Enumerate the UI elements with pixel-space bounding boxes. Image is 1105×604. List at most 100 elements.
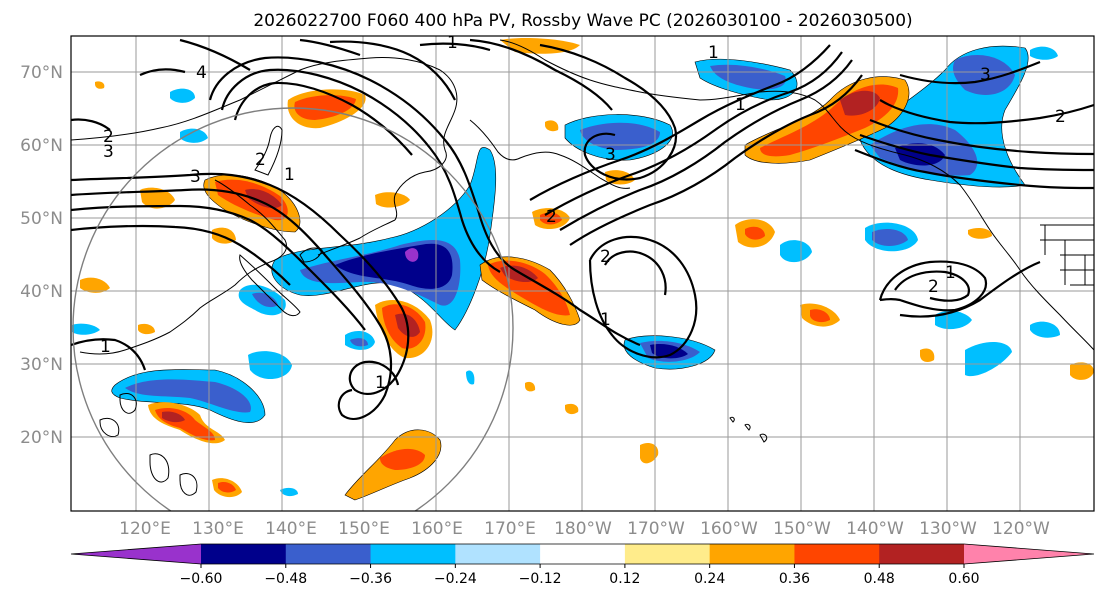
positive-anomaly-region <box>810 309 830 323</box>
positive-anomaly-region <box>375 192 410 208</box>
negative-anomaly-region <box>1030 321 1060 338</box>
lat-label: 60°N <box>20 136 63 156</box>
graticule <box>71 36 1094 511</box>
contour-label: 3 <box>190 167 201 187</box>
figure-title: 2026022700 F060 400 hPa PV, Rossby Wave … <box>253 11 912 31</box>
contour-label: 1 <box>600 310 611 330</box>
lon-label: 180°W <box>554 519 612 539</box>
colorbar-segment <box>709 544 795 564</box>
lat-label: 40°N <box>20 282 63 302</box>
colorbar: −0.60 −0.48 −0.36 −0.24 −0.12 0.12 0.24 0.36 0.4… <box>70 543 1095 587</box>
map-frame <box>70 35 1095 512</box>
lat-label: 50°N <box>20 209 63 229</box>
negative-anomaly-region <box>180 128 208 143</box>
colorbar-segment <box>201 544 287 564</box>
negative-anomaly-region <box>72 323 100 335</box>
colorbar-segment <box>370 544 456 564</box>
lon-label: 140°W <box>846 519 904 539</box>
lon-label: 170°W <box>627 519 685 539</box>
lon-label: 130°W <box>919 519 977 539</box>
contour-label: 1 <box>447 33 458 53</box>
negative-anomaly-region <box>252 292 278 308</box>
latitude-labels: 20°N 30°N 40°N 50°N 60°N 70°N <box>20 63 63 448</box>
reference-circle <box>72 107 514 511</box>
colorbar-segment <box>285 544 372 564</box>
positive-anomaly-region <box>380 448 425 470</box>
contour-label: 1 <box>708 43 719 63</box>
negative-anomaly-region <box>872 228 908 246</box>
colorbar-segment <box>455 544 541 564</box>
lon-label: 130°E <box>192 519 244 539</box>
colorbar-segment <box>540 544 626 564</box>
lat-label: 70°N <box>20 63 63 83</box>
negative-anomaly-region <box>466 370 475 385</box>
contour-label: 3 <box>103 142 114 162</box>
lon-label: 140°E <box>265 519 317 539</box>
colorbar-extend-min <box>71 544 201 564</box>
positive-anomaly-region <box>138 323 155 335</box>
negative-anomaly-region <box>780 240 812 263</box>
colorbar-tick-label: −0.12 <box>519 571 562 587</box>
negative-anomaly-region <box>125 379 251 413</box>
lon-label: 120°E <box>119 519 171 539</box>
negative-anomaly-region <box>335 243 453 289</box>
lon-label: 150°W <box>773 519 831 539</box>
longitude-labels: 120°E 130°E 140°E 150°E 160°E 170°E 180°… <box>119 519 1050 539</box>
colorbar-tick-label: −0.24 <box>434 571 477 587</box>
negative-anomaly-region <box>710 64 786 90</box>
negative-anomaly-region <box>170 88 195 103</box>
lon-label: 160°E <box>411 519 463 539</box>
negative-anomaly-region <box>1030 46 1058 60</box>
lat-label: 20°N <box>20 428 63 448</box>
negative-anomaly-region <box>953 55 1015 95</box>
contour-label: 2 <box>1055 107 1066 127</box>
contour-label: 2 <box>103 127 114 147</box>
colorbar-tick-label: 0.12 <box>609 571 640 587</box>
negative-anomaly-region <box>248 351 292 380</box>
positive-anomaly-region <box>245 189 282 209</box>
negative-anomaly-region <box>405 248 419 262</box>
colorbar-segment <box>624 544 711 564</box>
colorbar-segment <box>879 544 965 564</box>
positive-anomaly-region <box>640 443 659 464</box>
colorbar-tick-label: −0.36 <box>349 571 392 587</box>
contour-label: 1 <box>735 95 746 115</box>
contour-label: 1 <box>100 337 111 357</box>
contour-label: 2 <box>928 277 939 297</box>
negative-anomaly-region <box>965 341 1012 377</box>
contour-label: 3 <box>605 145 616 165</box>
positive-anomaly-region <box>920 348 935 363</box>
positive-anomaly-region <box>80 277 110 293</box>
positive-anomaly-region <box>545 120 559 132</box>
negative-anomaly-region <box>580 122 660 150</box>
positive-anomaly-region <box>840 90 880 116</box>
contour-labels: 1 1 1 1 1 1 1 1 2 2 2 2 2 2 3 3 3 3 4 <box>100 33 1066 393</box>
negative-anomaly-region <box>650 344 688 359</box>
colorbar-tick-label: 0.36 <box>779 571 810 587</box>
pv-contours <box>71 38 1094 421</box>
contour-label: 2 <box>546 207 557 227</box>
colorbar-tick-label: −0.60 <box>180 571 223 587</box>
positive-anomaly-region <box>525 381 536 392</box>
lon-label: 170°E <box>484 519 536 539</box>
contour-label: 2 <box>255 150 266 170</box>
positive-anomaly-region <box>218 481 236 493</box>
contour-label: 4 <box>196 63 207 83</box>
positive-anomaly-region <box>95 81 105 89</box>
colorbar-segment <box>794 544 880 564</box>
negative-anomaly-region <box>935 310 972 330</box>
contour-label: 3 <box>980 65 991 85</box>
positive-anomaly-region <box>565 403 579 415</box>
positive-anomaly-region <box>162 411 185 423</box>
positive-anomaly-region <box>968 228 992 239</box>
negative-anomaly-region <box>280 487 298 497</box>
map-plot-area: 1 1 1 1 1 1 1 1 2 2 2 2 2 2 3 3 3 3 4 <box>71 33 1094 511</box>
positive-anomaly-region <box>745 226 765 240</box>
colorbar-extend-max <box>964 544 1094 564</box>
contour-label: 1 <box>945 263 956 283</box>
lon-label: 120°W <box>992 519 1050 539</box>
positive-anomaly-region <box>140 187 175 209</box>
contour-label: 2 <box>600 247 611 267</box>
lat-label: 30°N <box>20 355 63 375</box>
